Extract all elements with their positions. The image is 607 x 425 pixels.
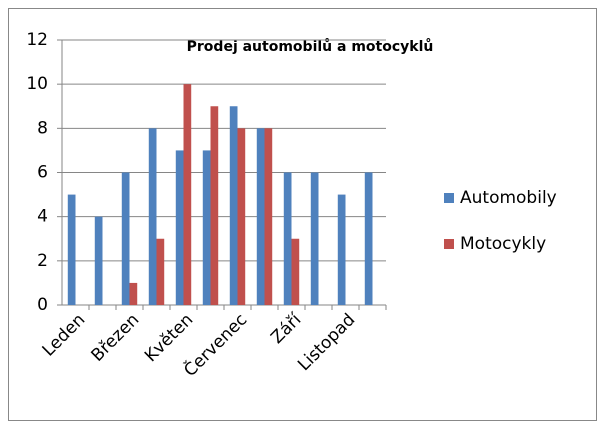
legend-swatch — [444, 193, 454, 203]
y-tick-label: 4 — [37, 207, 48, 227]
bar — [202, 150, 211, 305]
bar — [210, 106, 219, 305]
bar — [156, 238, 165, 305]
bar — [291, 238, 300, 305]
bar — [364, 172, 373, 305]
y-tick-label: 8 — [37, 118, 48, 138]
chart-border — [8, 8, 597, 421]
y-tick-label: 12 — [26, 30, 48, 50]
bar — [183, 84, 192, 306]
bar — [264, 128, 273, 305]
y-tick-label: 0 — [37, 295, 48, 315]
bar — [283, 172, 292, 305]
bar — [121, 172, 130, 305]
bar — [148, 128, 157, 305]
bar — [337, 194, 346, 305]
legend-swatch — [444, 239, 454, 249]
y-tick-label: 10 — [26, 74, 48, 94]
bar — [310, 172, 319, 305]
bar — [237, 128, 246, 305]
bar — [229, 106, 238, 305]
legend-label: Automobily — [460, 188, 557, 208]
bar — [67, 194, 76, 305]
y-tick-label: 2 — [37, 251, 48, 271]
y-tick-label: 6 — [37, 163, 48, 183]
bar — [175, 150, 184, 305]
bar — [94, 216, 103, 305]
legend-label: Motocykly — [460, 234, 546, 254]
chart-title: Prodej automobilů a motocyklů — [187, 38, 434, 55]
bar — [256, 128, 265, 305]
bar — [129, 282, 138, 305]
